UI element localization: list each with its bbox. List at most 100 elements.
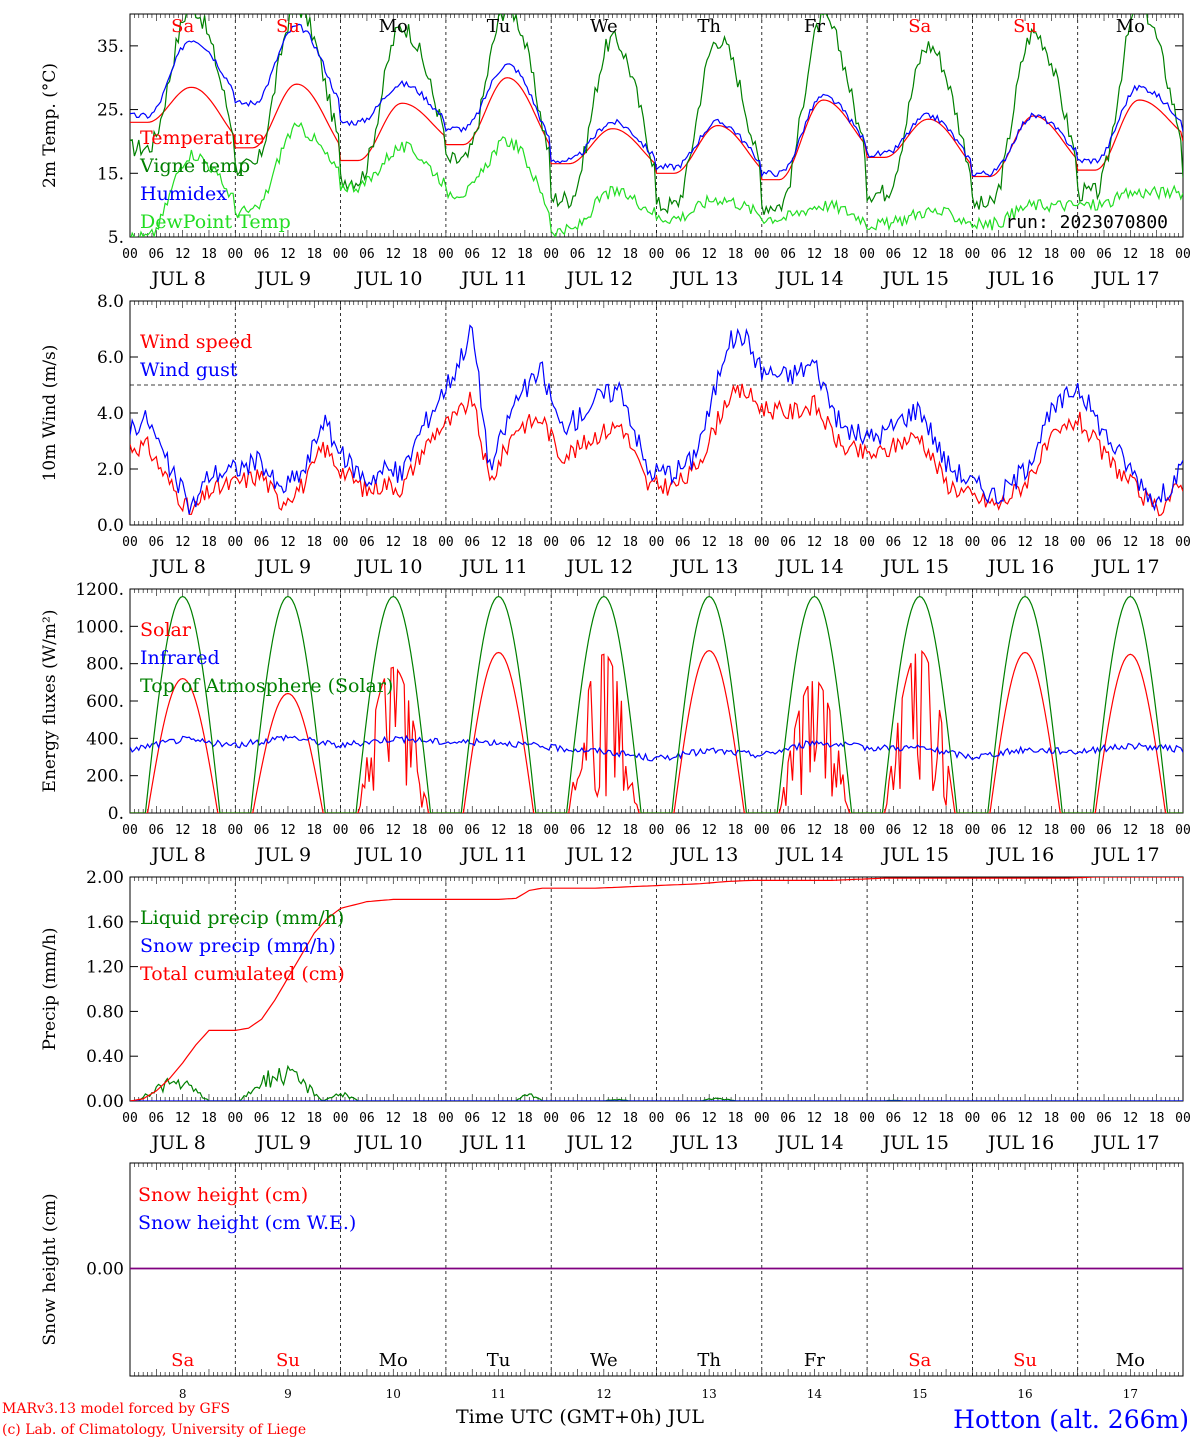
hour-tick-label: 12	[1017, 535, 1033, 550]
date-label: JUL 17	[1091, 844, 1159, 866]
date-label: JUL 8	[149, 556, 205, 578]
day-number-label: 17	[1123, 1387, 1138, 1401]
date-label: JUL 13	[670, 268, 738, 290]
hour-tick-label: 18	[306, 823, 322, 838]
footer: Time UTC (GMT+0h) JUL MARv3.13 model for…	[2, 1401, 1189, 1438]
hour-tick-label: 00	[1175, 247, 1191, 262]
y-tick-label: 400.	[86, 729, 124, 749]
panel-energy: 0. 200. 400. 600. 800. 1000. 1200. Energy fluxe…	[40, 580, 1191, 866]
hour-tick-label: 00	[227, 1111, 243, 1126]
hour-tick-label: 18	[833, 247, 849, 262]
date-label: JUL 11	[459, 844, 527, 866]
hour-tick-label: 12	[385, 247, 401, 262]
weekday-label: Fr	[804, 1350, 825, 1371]
hour-tick-label: 06	[570, 823, 586, 838]
hour-tick-label: 00	[965, 247, 981, 262]
hour-tick-label: 00	[965, 823, 981, 838]
y-tick-label: 0.40	[86, 1047, 124, 1067]
plot-frame	[129, 588, 1184, 814]
date-label: JUL 16	[986, 1132, 1054, 1154]
hour-tick-label: 00	[649, 535, 665, 550]
date-label: JUL 14	[775, 844, 843, 866]
weekday-label: Su	[276, 1350, 300, 1371]
date-label: JUL 12	[565, 556, 633, 578]
hour-tick-label: 06	[464, 247, 480, 262]
hour-tick-label: 00	[965, 1111, 981, 1126]
hour-tick-label: 06	[148, 823, 164, 838]
date-label: JUL 16	[986, 268, 1054, 290]
hour-tick-label: 06	[464, 535, 480, 550]
hour-tick-label: 12	[912, 823, 928, 838]
legend-entry: Wind gust	[140, 359, 238, 381]
panel-snow: 0.00 Snow height (cm) Snow height (cm) Snow…	[40, 1162, 1184, 1401]
weekday-label: Sa	[908, 1350, 931, 1371]
hour-tick-label: 06	[1096, 535, 1112, 550]
hour-tick-label: 00	[543, 1111, 559, 1126]
y-tick-label: 15.	[97, 164, 124, 184]
date-label: JUL 17	[1091, 268, 1159, 290]
hour-tick-label: 00	[1070, 247, 1086, 262]
weekday-label: Mo	[1116, 1350, 1145, 1371]
series-wind-gust	[130, 324, 1183, 515]
day-number-label: 13	[702, 1387, 717, 1401]
day-number-label: 10	[386, 1387, 401, 1401]
hour-tick-label: 12	[912, 247, 928, 262]
series-solar	[130, 649, 1183, 813]
legend-entry: Snow height (cm W.E.)	[138, 1212, 356, 1234]
station-title: Hotton (alt. 266m)	[953, 1405, 1189, 1434]
date-label: JUL 11	[459, 556, 527, 578]
lab-credit: (c) Lab. of Climatology, University of L…	[2, 1422, 306, 1438]
date-label: JUL 11	[459, 1132, 527, 1154]
legend-entry: Liquid precip (mm/h)	[140, 907, 344, 929]
weekday-label: Su	[276, 16, 300, 37]
hour-tick-label: 06	[675, 823, 691, 838]
panel-wind: 0.0 2.0 4.0 6.0 8.0 10m Wind (m/s) Wind speed W…	[40, 292, 1191, 578]
hour-tick-label: 00	[543, 535, 559, 550]
hour-tick-label: 18	[517, 823, 533, 838]
hour-tick-label: 06	[780, 535, 796, 550]
y-tick-label: 1200.	[75, 580, 124, 600]
hour-tick-label: 18	[412, 1111, 428, 1126]
weekday-label: Sa	[171, 16, 194, 37]
series-wind-speed	[130, 383, 1183, 517]
hour-tick-label: 12	[1123, 247, 1139, 262]
hour-tick-label: 00	[754, 535, 770, 550]
hour-tick-label: 00	[649, 1111, 665, 1126]
y-axis-label: Precip (mm/h)	[40, 927, 60, 1050]
hour-tick-label: 06	[464, 823, 480, 838]
day-number-label: 8	[179, 1387, 187, 1401]
hour-tick-label: 18	[1149, 535, 1165, 550]
hour-tick-label: 12	[912, 535, 928, 550]
hour-tick-label: 12	[701, 1111, 717, 1126]
hour-tick-label: 12	[385, 535, 401, 550]
time-axis-label: Time UTC (GMT+0h) JUL	[456, 1406, 704, 1428]
legend-entry: Top of Atmosphere (Solar)	[140, 675, 393, 697]
date-label: JUL 16	[986, 844, 1054, 866]
panel-temperature: 5. 15. 25. 35. 2m Temp. (°C) Temperature Vigne…	[40, 13, 1191, 290]
hour-tick-label: 00	[649, 247, 665, 262]
series-dewpoint-temp	[130, 121, 1183, 237]
date-label: JUL 8	[149, 844, 205, 866]
hour-tick-label: 06	[359, 247, 375, 262]
y-axis-label: Snow height (cm)	[40, 1193, 60, 1345]
hour-tick-label: 00	[227, 823, 243, 838]
weekday-label: Mo	[379, 16, 408, 37]
hour-tick-label: 18	[201, 247, 217, 262]
y-tick-label: 0.	[108, 804, 124, 824]
hour-tick-label: 12	[491, 1111, 507, 1126]
legend-entry: Infrared	[140, 647, 220, 669]
date-label: JUL 17	[1091, 1132, 1159, 1154]
hour-tick-label: 18	[306, 1111, 322, 1126]
series-group	[130, 14, 1183, 237]
hour-tick-label: 18	[201, 535, 217, 550]
hour-tick-label: 00	[1070, 823, 1086, 838]
hour-tick-label: 06	[991, 1111, 1007, 1126]
hour-tick-label: 00	[1175, 535, 1191, 550]
series-vigne-temp	[130, 14, 1183, 215]
day-number-label: 14	[807, 1387, 823, 1401]
hour-tick-label: 00	[122, 247, 138, 262]
weekday-label: Mo	[379, 1350, 408, 1371]
hour-tick-label: 12	[1123, 535, 1139, 550]
hour-tick-label: 18	[517, 1111, 533, 1126]
date-label: JUL 8	[149, 268, 205, 290]
